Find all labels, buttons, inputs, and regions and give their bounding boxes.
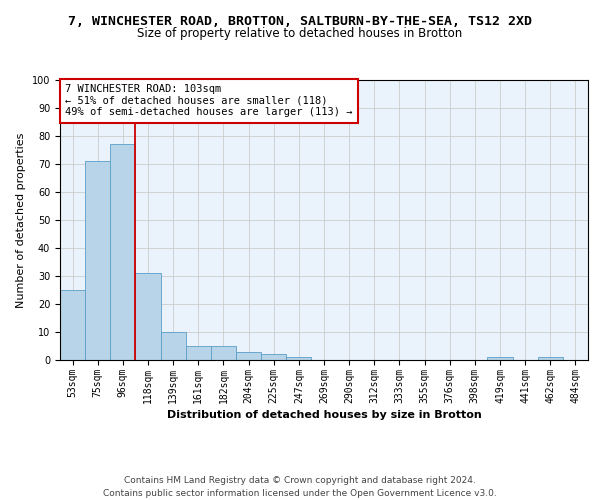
Bar bbox=[85, 161, 110, 360]
Bar bbox=[186, 346, 211, 360]
Text: Contains HM Land Registry data © Crown copyright and database right 2024.
Contai: Contains HM Land Registry data © Crown c… bbox=[103, 476, 497, 498]
Bar bbox=[538, 357, 563, 360]
Text: 7 WINCHESTER ROAD: 103sqm
← 51% of detached houses are smaller (118)
49% of semi: 7 WINCHESTER ROAD: 103sqm ← 51% of detac… bbox=[65, 84, 353, 117]
Y-axis label: Number of detached properties: Number of detached properties bbox=[16, 132, 26, 308]
Bar bbox=[487, 357, 512, 360]
Bar bbox=[211, 346, 236, 360]
X-axis label: Distribution of detached houses by size in Brotton: Distribution of detached houses by size … bbox=[167, 410, 481, 420]
Bar bbox=[136, 273, 161, 360]
Text: 7, WINCHESTER ROAD, BROTTON, SALTBURN-BY-THE-SEA, TS12 2XD: 7, WINCHESTER ROAD, BROTTON, SALTBURN-BY… bbox=[68, 15, 532, 28]
Bar bbox=[261, 354, 286, 360]
Bar bbox=[161, 332, 186, 360]
Text: Size of property relative to detached houses in Brotton: Size of property relative to detached ho… bbox=[137, 28, 463, 40]
Bar bbox=[236, 352, 261, 360]
Bar bbox=[110, 144, 136, 360]
Bar bbox=[286, 357, 311, 360]
Bar bbox=[60, 290, 85, 360]
